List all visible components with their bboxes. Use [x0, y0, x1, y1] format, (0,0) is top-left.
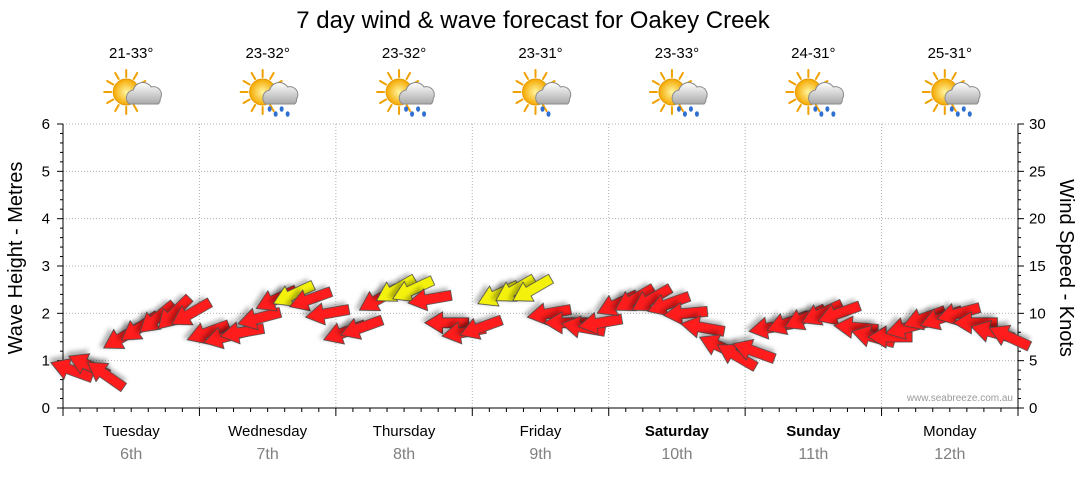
x-axis-day-labels: Tuesday 6th Wednesday 7th Thursday 8th Friday 9…: [103, 423, 977, 463]
temperature-range: 23-33°: [655, 45, 699, 62]
y-tick-label-right: 5: [1029, 353, 1037, 370]
day-date-label: 12th: [934, 446, 965, 463]
weather-row: 21-33° 23-32° 23-32° 23-31° 23-33° 24-31° 25-3…: [103, 45, 981, 117]
cloud-icon: [808, 82, 845, 105]
partly-cloudy-icon: [103, 69, 162, 115]
showers-icon: [376, 69, 435, 117]
day-date-label: 9th: [529, 446, 551, 463]
cloud-icon: [671, 82, 708, 105]
day-name-label: Wednesday: [228, 423, 307, 440]
y-tick-label-left: 5: [42, 163, 50, 180]
wind-arrow: [512, 273, 555, 302]
y-tick-label-left: 6: [42, 116, 50, 133]
wind-arrow: [423, 311, 470, 335]
showers-icon: [785, 69, 845, 117]
wind-arrow: [459, 314, 504, 340]
day-date-label: 10th: [661, 446, 692, 463]
rain-drops-icon: [404, 106, 427, 117]
showers-icon: [921, 69, 981, 117]
wind-arrow: [237, 307, 283, 331]
cloud-icon: [398, 82, 435, 105]
temperature-range: 24-31°: [791, 45, 835, 62]
wind-arrow: [86, 361, 128, 393]
wind-arrow: [952, 311, 998, 335]
y-axis-right-label: Wind Speed - Knots: [1055, 179, 1077, 357]
day-name-label: Saturday: [645, 423, 710, 440]
wind-arrow: [732, 338, 777, 364]
day-date-label: 6th: [120, 446, 142, 463]
cloud-icon: [944, 82, 981, 105]
y-tick-label-left: 0: [42, 400, 50, 417]
temperature-range: 23-32°: [382, 45, 426, 62]
y-tick-label-right: 20: [1029, 211, 1046, 228]
temperature-range: 21-33°: [109, 45, 153, 62]
y-tick-label-left: 3: [42, 258, 50, 275]
day-name-label: Thursday: [373, 423, 436, 440]
wind-arrows: [50, 273, 1033, 393]
wind-arrow: [304, 302, 351, 326]
wind-arrow: [375, 273, 418, 302]
wind-arrow: [407, 288, 453, 312]
axes: 0 1 2 3 4 5 6 0 5 10 15 20 25 30: [42, 116, 1046, 417]
temperature-range: 25-31°: [928, 45, 972, 62]
temperature-range: 23-32°: [245, 45, 289, 62]
rain-drops-icon: [267, 106, 290, 117]
rain-drops-icon: [540, 106, 551, 117]
y-tick-label-left: 2: [42, 305, 50, 322]
y-tick-label-left: 1: [42, 353, 50, 370]
day-name-label: Tuesday: [103, 423, 160, 440]
wind-arrow: [288, 286, 334, 312]
cloud-icon: [535, 82, 572, 105]
credit-watermark: www.seabreeze.com.au: [906, 393, 1013, 404]
chart-title: 7 day wind & wave forecast for Oakey Cre…: [296, 7, 771, 34]
showers-icon: [239, 69, 299, 117]
day-name-label: Sunday: [786, 423, 841, 440]
wind-arrow: [988, 324, 1033, 352]
y-tick-label-left: 4: [42, 211, 50, 228]
rain-drops-icon: [676, 106, 699, 117]
day-name-label: Monday: [923, 423, 977, 440]
wind-arrow: [801, 298, 845, 326]
wind-arrow: [171, 297, 214, 326]
day-date-label: 7th: [257, 446, 279, 463]
y-tick-label-right: 15: [1029, 258, 1046, 275]
cloud-icon: [262, 82, 299, 105]
temperature-range: 23-31°: [518, 45, 562, 62]
wind-arrow: [867, 325, 913, 349]
rain-drops-icon: [813, 106, 836, 117]
day-date-label: 8th: [393, 446, 415, 463]
y-tick-label-right: 25: [1029, 163, 1046, 180]
y-tick-label-right: 0: [1029, 400, 1037, 417]
day-date-label: 11th: [798, 446, 828, 463]
y-axis-left-label: Wave Height - Metres: [5, 162, 27, 355]
y-tick-label-right: 10: [1029, 305, 1046, 322]
grid: [63, 123, 1018, 408]
day-name-label: Friday: [520, 423, 562, 440]
y-tick-label-right: 30: [1029, 116, 1046, 133]
showers-icon: [648, 69, 708, 117]
wind-arrow: [680, 315, 726, 339]
wind-arrow: [577, 311, 624, 335]
light-shower-icon: [512, 69, 572, 117]
cloud-icon: [125, 82, 162, 105]
rain-drops-icon: [949, 106, 972, 117]
wind-arrow: [340, 314, 385, 340]
